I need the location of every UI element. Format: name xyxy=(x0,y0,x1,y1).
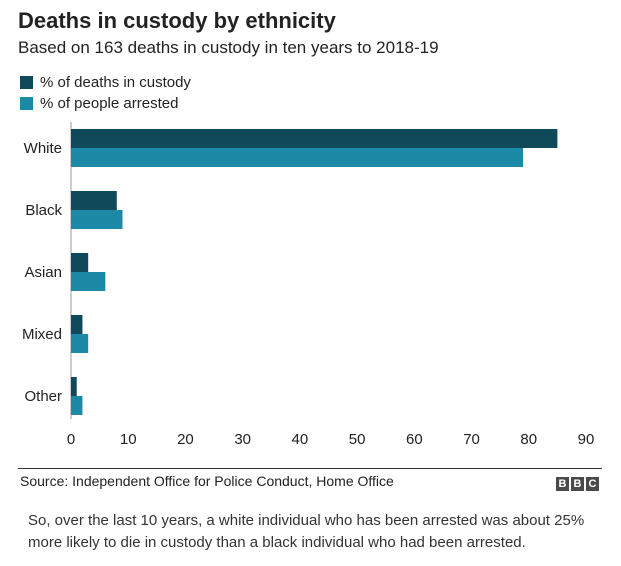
bar-of-people-arrested-black xyxy=(71,210,123,229)
category-label-asian: Asian xyxy=(24,264,62,281)
x-tick-label: 50 xyxy=(349,431,366,448)
footer-divider xyxy=(18,468,602,469)
caption-text: So, over the last 10 years, a white indi… xyxy=(28,512,585,551)
x-tick-label: 0 xyxy=(67,431,75,448)
bar-of-people-arrested-other xyxy=(71,396,83,415)
legend-label-deaths: % of deaths in custody xyxy=(40,74,191,91)
x-tick-label: 40 xyxy=(292,431,309,448)
legend-item-arrested: % of people arrested xyxy=(20,93,191,114)
chart-legend: % of deaths in custody % of people arres… xyxy=(20,72,191,114)
bar-of-deaths-in-custody-black xyxy=(71,191,117,210)
legend-swatch-deaths xyxy=(20,76,33,89)
x-tick-label: 90 xyxy=(578,431,595,448)
bbc-logo-letter: B xyxy=(571,477,584,491)
chart-title: Deaths in custody by ethnicity xyxy=(18,8,336,33)
bbc-logo-letter: B xyxy=(556,477,569,491)
legend-swatch-arrested xyxy=(20,97,33,110)
category-label-white: White xyxy=(24,140,62,157)
x-tick-label: 70 xyxy=(463,431,480,448)
bar-chart: White Black Asian Mixed Other 0 10 20 30 40 50 60 70… xyxy=(22,122,595,448)
x-tick-label: 20 xyxy=(177,431,194,448)
bar-of-deaths-in-custody-asian xyxy=(71,253,89,272)
legend-item-deaths: % of deaths in custody xyxy=(20,72,191,93)
x-tick-label: 30 xyxy=(234,431,251,448)
chart-subtitle: Based on 163 deaths in custody in ten ye… xyxy=(18,38,439,57)
bar-of-deaths-in-custody-mixed xyxy=(71,315,83,334)
category-label-black: Black xyxy=(25,202,62,219)
bar-of-deaths-in-custody-white xyxy=(71,129,558,148)
legend-label-arrested: % of people arrested xyxy=(40,95,179,112)
category-label-other: Other xyxy=(24,388,62,405)
bar-of-people-arrested-asian xyxy=(71,272,106,291)
bbc-logo: B B C xyxy=(556,477,599,491)
bar-of-people-arrested-mixed xyxy=(71,334,89,353)
source-note: Source: Independent Office for Police Co… xyxy=(20,473,394,489)
x-tick-label: 10 xyxy=(120,431,137,448)
x-tick-label: 80 xyxy=(520,431,537,448)
x-tick-label: 60 xyxy=(406,431,423,448)
bbc-logo-letter: C xyxy=(586,477,599,491)
bar-of-deaths-in-custody-other xyxy=(71,377,77,396)
bar-of-people-arrested-white xyxy=(71,148,524,167)
category-label-mixed: Mixed xyxy=(22,326,62,343)
